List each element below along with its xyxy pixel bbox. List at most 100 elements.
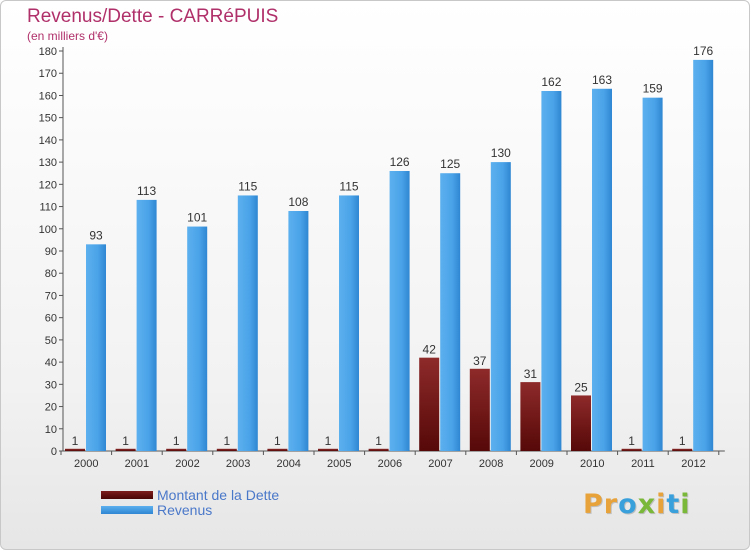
y-tick-label: 100 (39, 224, 57, 236)
data-label-revenus: 126 (390, 155, 410, 169)
bar-dette (166, 448, 187, 451)
data-label-revenus: 176 (693, 44, 713, 58)
bar-revenus (592, 88, 612, 452)
bar-revenus (237, 195, 258, 451)
chart-title: Revenus/Dette - CARRéPUIS (27, 6, 279, 27)
bar-dette (65, 448, 85, 451)
data-label-dette: 1 (325, 434, 332, 448)
y-tick-label: 140 (39, 135, 57, 147)
legend-swatch-dette (101, 490, 153, 499)
data-label-revenus: 93 (89, 228, 103, 242)
bar-dette (621, 448, 642, 451)
logo-letter: P (583, 489, 604, 520)
y-tick-label: 30 (45, 379, 57, 391)
x-tick-label: 2002 (175, 458, 199, 470)
y-tick-label: 150 (39, 113, 57, 125)
logo-letter: i (680, 489, 691, 520)
y-tick-label: 160 (39, 90, 57, 102)
y-tick-label: 130 (39, 157, 57, 169)
y-tick-label: 90 (45, 246, 57, 258)
x-tick-label: 2004 (276, 458, 300, 470)
legend-label-dette: Montant de la Dette (157, 486, 280, 503)
x-tick-label: 2008 (479, 458, 503, 470)
proxiti-logo: Proxiti (583, 489, 691, 520)
logo-letter: o (618, 489, 638, 520)
y-tick-label: 170 (39, 68, 57, 80)
legend-label-revenus: Revenus (157, 501, 213, 518)
bar-dette (267, 448, 288, 451)
y-tick-label: 60 (45, 313, 57, 325)
x-tick-label: 2001 (125, 458, 149, 470)
bar-revenus (440, 173, 461, 451)
y-tick-label: 40 (45, 357, 57, 369)
y-tick-label: 110 (39, 202, 57, 214)
y-tick-label: 10 (45, 424, 57, 436)
bar-revenus (490, 162, 511, 451)
data-label-dette: 42 (423, 343, 437, 357)
bar-dette (672, 448, 693, 451)
logo-letter: i (656, 489, 667, 520)
x-tick-label: 2012 (681, 458, 705, 470)
bar-revenus (389, 171, 410, 451)
bar-dette (419, 357, 440, 451)
bar-dette (318, 448, 338, 451)
data-label-revenus: 115 (238, 179, 257, 193)
y-tick-label: 180 (39, 46, 57, 58)
x-tick-label: 2010 (580, 458, 604, 470)
x-tick-label: 2011 (631, 458, 655, 470)
y-tick-label: 70 (45, 290, 57, 302)
data-label-dette: 1 (375, 434, 382, 448)
logo-letter: r (603, 489, 619, 520)
data-label-dette: 1 (173, 434, 180, 448)
data-label-dette: 1 (628, 434, 635, 448)
chart-subtitle: (en milliers d'€) (27, 29, 108, 43)
bar-dette (469, 368, 490, 451)
bar-revenus (187, 226, 208, 451)
bar-dette (216, 448, 237, 451)
x-tick-label: 2000 (74, 458, 98, 470)
x-tick-label: 2005 (327, 458, 351, 470)
y-tick-label: 80 (45, 268, 57, 280)
bars (65, 59, 714, 452)
y-tick-label: 0 (51, 446, 57, 458)
legend-swatch-revenus (101, 505, 153, 514)
data-label-dette: 1 (679, 434, 686, 448)
data-label-dette: 1 (72, 434, 79, 448)
x-tick-label: 2003 (226, 458, 250, 470)
bar-dette (571, 395, 591, 451)
bar-dette (115, 448, 136, 451)
legend: Montant de la Dette Revenus (101, 486, 280, 518)
legend-item-revenus: Revenus (101, 501, 279, 518)
data-label-dette: 31 (524, 367, 538, 381)
data-label-revenus: 108 (288, 195, 308, 209)
data-label-dette: 37 (473, 354, 487, 368)
data-label-revenus: 125 (440, 157, 460, 171)
y-tick-label: 20 (45, 402, 57, 414)
data-label-revenus: 115 (339, 179, 358, 193)
x-tick-label: 2007 (428, 458, 452, 470)
x-tick-label: 2009 (529, 458, 553, 470)
y-tick-label: 50 (45, 335, 57, 347)
bar-dette (368, 448, 389, 451)
logo-letter: t (666, 489, 681, 520)
y-tick-label: 120 (39, 179, 57, 191)
bar-revenus (339, 195, 359, 451)
bar-revenus (541, 91, 562, 451)
data-label-dette: 1 (223, 434, 230, 448)
logo-letter: x (637, 489, 657, 520)
data-labels: 1 93 2000 1 113 2001 1 101 2002 1 115 2003 1 108 2004 1… (72, 44, 714, 470)
data-label-revenus: 113 (137, 184, 156, 198)
data-label-revenus: 159 (643, 82, 663, 96)
bar-revenus (288, 211, 309, 451)
data-label-revenus: 162 (541, 75, 561, 89)
bar-dette (520, 382, 541, 451)
data-label-revenus: 101 (187, 211, 207, 225)
data-label-dette: 1 (274, 434, 281, 448)
data-label-revenus: 163 (592, 73, 612, 87)
bar-revenus (693, 59, 714, 452)
bar-revenus (136, 199, 157, 451)
data-label-dette: 25 (574, 380, 588, 394)
x-tick-label: 2006 (378, 458, 402, 470)
